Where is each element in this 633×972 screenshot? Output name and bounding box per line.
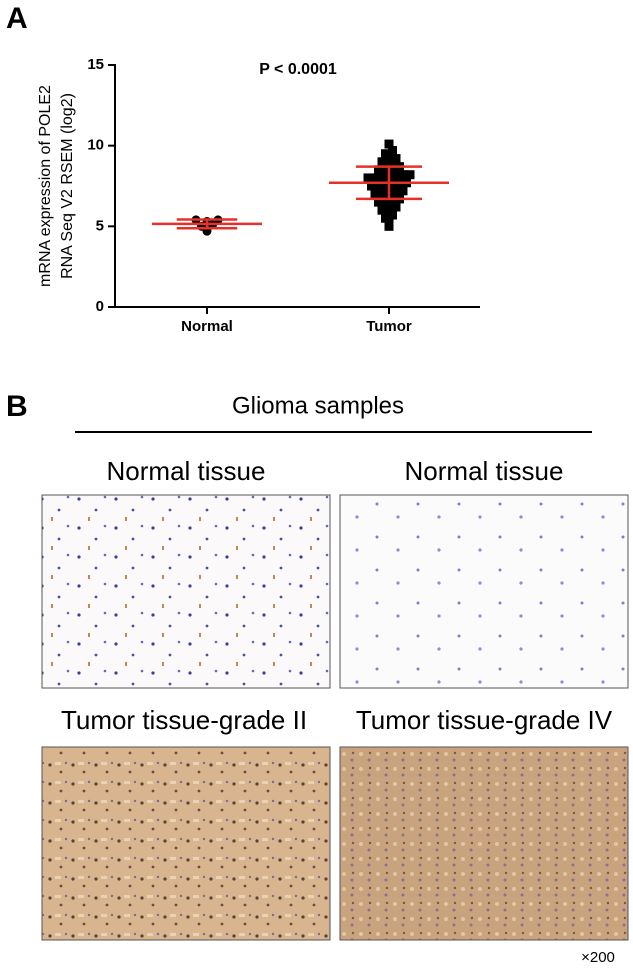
data-point (391, 171, 401, 181)
data-point (377, 173, 387, 183)
data-point (384, 139, 394, 149)
y-axis-label: RNA Seq V2 RSEM (log2) (59, 93, 76, 279)
x-tick-label: Tumor (366, 318, 412, 335)
data-point (391, 154, 401, 164)
data-point (377, 205, 387, 215)
data-point (388, 146, 397, 156)
tissue-image (339, 494, 629, 689)
panel-label: A (6, 2, 28, 35)
data-point (370, 173, 380, 183)
image-label: Normal tissue (405, 456, 564, 486)
image-label: Tumor tissue-grade II (61, 705, 307, 735)
data-point (398, 170, 408, 180)
y-tick-label: 15 (87, 56, 104, 73)
data-point (374, 197, 383, 207)
data-point (374, 181, 383, 191)
data-point (377, 157, 387, 167)
data-point (391, 191, 401, 201)
data-point (363, 173, 373, 183)
image-label: Normal tissue (107, 456, 266, 486)
data-point (384, 221, 394, 231)
magnification: ×200 (581, 949, 615, 966)
panel-label: B (6, 390, 28, 423)
annotation: P < 0.0001 (259, 61, 337, 78)
data-point (381, 165, 390, 175)
y-tick-label: 5 (96, 217, 104, 234)
data-point (388, 163, 397, 173)
data-point (381, 149, 390, 159)
y-tick-label: 0 (96, 298, 104, 315)
data-point (374, 165, 383, 175)
y-tick-label: 10 (87, 137, 104, 154)
data-point (398, 175, 408, 185)
y-axis-label: mRNA expression of POLE2 (37, 85, 54, 287)
data-point (381, 184, 390, 194)
image-label: Tumor tissue-grade IV (356, 705, 613, 735)
panel-title: Glioma samples (232, 392, 404, 419)
data-point (370, 189, 380, 199)
data-point (384, 208, 394, 218)
tissue-image (41, 494, 331, 689)
data-point (377, 189, 387, 199)
data-point (367, 181, 376, 191)
x-tick-label: Normal (181, 318, 233, 335)
tissue-image (41, 746, 331, 941)
tissue-image (339, 746, 629, 941)
data-point (381, 213, 390, 223)
data-point (395, 183, 404, 193)
data-point (405, 170, 415, 180)
data-point (381, 197, 390, 207)
